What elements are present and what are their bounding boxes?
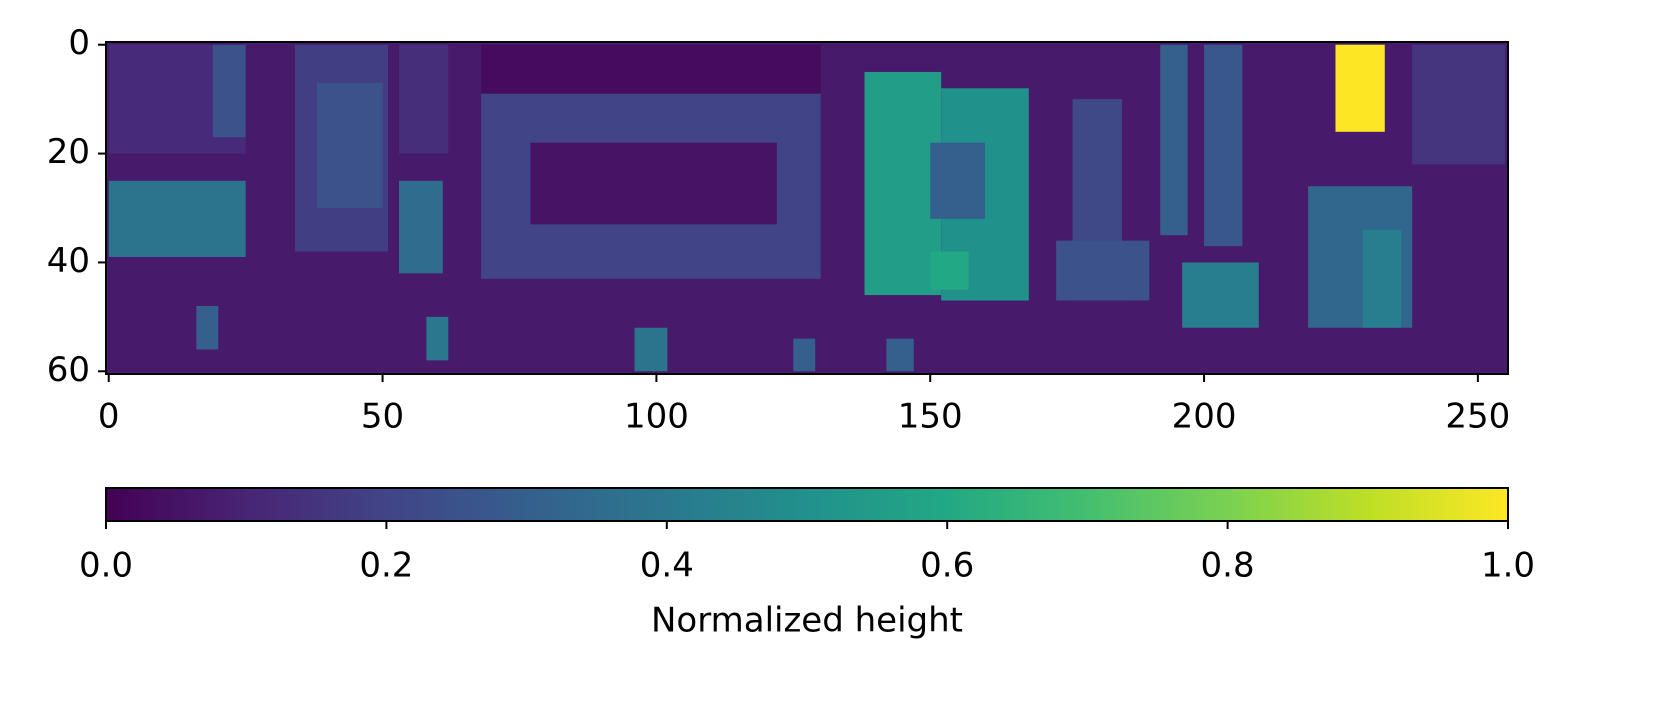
x-tick-label: 50 [361, 397, 404, 437]
heatmap-cell [108, 180, 246, 257]
heatmap-cell [481, 44, 821, 94]
colorbar-tick-label: 0.2 [359, 546, 413, 586]
heatmap-cell [1362, 229, 1402, 328]
colorbar-gradient [105, 487, 1509, 522]
x-tick-label: 200 [1172, 397, 1237, 437]
heatmap-cell [398, 180, 443, 274]
heatmap-cell [930, 142, 985, 219]
heatmap-cell [864, 71, 942, 296]
heatmap-cell [930, 251, 969, 290]
x-tick-label: 100 [624, 397, 689, 437]
heatmap-cell [426, 316, 449, 361]
heatmap-cell [886, 338, 914, 372]
y-tick-label: 0 [68, 23, 90, 63]
plot-frame [105, 41, 1509, 375]
colorbar-tick-label: 0.6 [920, 546, 974, 586]
y-tick-label: 20 [47, 132, 90, 172]
heatmap-cell [1182, 262, 1259, 328]
heatmap-cell [1412, 44, 1506, 165]
y-tick-label: 60 [47, 350, 90, 390]
heatmap-cell [1056, 240, 1150, 301]
heatmap-cell [398, 44, 449, 154]
heatmap-cell [1204, 44, 1243, 247]
heatmap-cell [212, 44, 246, 138]
colorbar-tick-label: 1.0 [1481, 546, 1535, 586]
colorbar-tick-label: 0.0 [79, 546, 133, 586]
heatmap-cell [634, 327, 668, 372]
x-tick-label: 150 [898, 397, 963, 437]
colorbar-label: Normalized height [651, 601, 963, 641]
heatmap-cell [793, 338, 816, 372]
heatmap-cell [530, 142, 777, 225]
colorbar-tick-label: 0.8 [1201, 546, 1255, 586]
y-tick-label: 40 [47, 241, 90, 281]
heatmap-cell [1160, 44, 1188, 236]
colorbar: 0.0 0.2 0.4 0.6 0.8 1.0 [79, 487, 1535, 586]
heatmap-cell [316, 82, 383, 208]
x-tick-label: 0 [98, 397, 120, 437]
x-tick-label: 250 [1445, 397, 1510, 437]
heatmap-cell [1335, 44, 1385, 132]
heatmap-cell [196, 305, 219, 350]
image: 0 50 100 150 200 250 0 20 40 60 [47, 23, 1511, 436]
colorbar-tick-label: 0.4 [640, 546, 694, 586]
